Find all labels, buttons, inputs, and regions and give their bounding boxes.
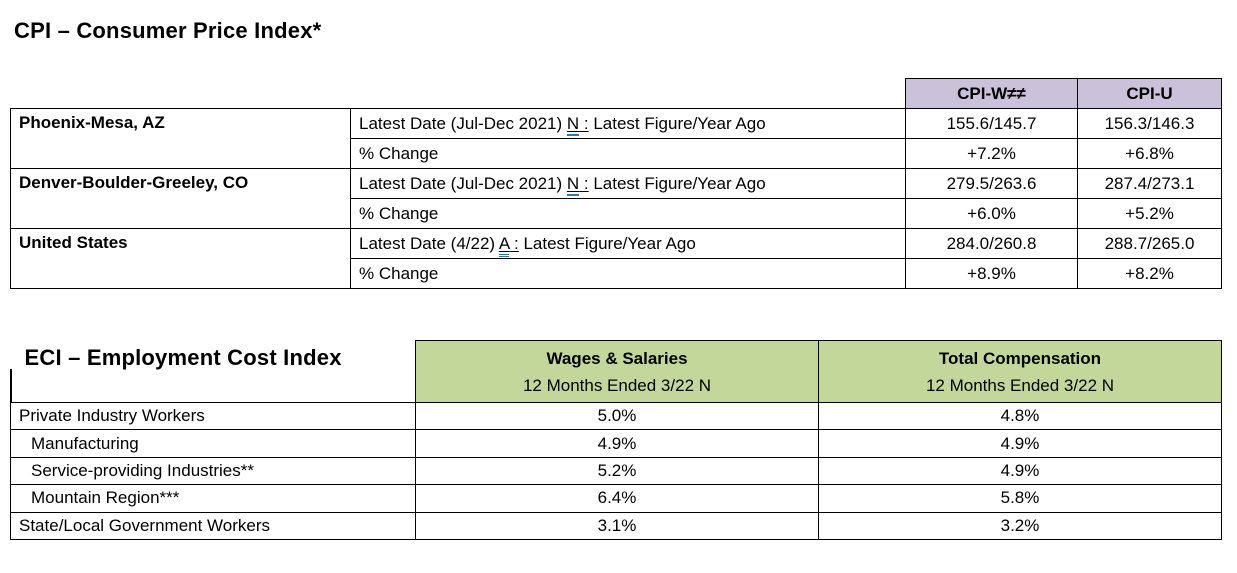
eci-row-label: State/Local Government Workers [10, 511, 416, 540]
region-cell: Phoenix-Mesa, AZ [10, 108, 351, 169]
pct-change-label-cell: % Change [350, 198, 906, 229]
cpi-u-pct-cell: +5.2% [1077, 198, 1222, 229]
wages-value-cell: 4.9% [415, 429, 819, 458]
total-comp-value-cell: 4.9% [818, 429, 1222, 458]
pct-change-label-cell: % Change [350, 258, 906, 289]
total-comp-value-cell: 4.8% [818, 401, 1222, 431]
eci-row: Mountain Region*** 6.4% 5.8% [10, 484, 1222, 513]
total-comp-value-cell: 4.9% [818, 456, 1222, 486]
wages-salaries-header-title: Wages & Salaries [546, 348, 688, 368]
cpi-section-title: CPI – Consumer Price Index* [14, 18, 322, 43]
cpi-row-pct-change: % Change +7.2% +6.8% [11, 138, 1222, 169]
wages-salaries-column-header: Wages & Salaries 12 Months Ended 3/22 N [415, 340, 819, 403]
wages-value-cell: 3.1% [415, 511, 819, 540]
eci-section-title: ECI – Employment Cost Index [24, 344, 342, 370]
marker-colon: : [579, 113, 589, 133]
cpi-w-value-cell: 279.5/263.6 [905, 168, 1078, 199]
marker-letter: A [498, 233, 510, 257]
total-comp-value-cell: 5.8% [818, 484, 1222, 513]
total-compensation-header-subtitle: 12 Months Ended 3/22 N [925, 375, 1115, 395]
total-compensation-header-title: Total Compensation [938, 348, 1102, 368]
cpi-row-pct-change: % Change +8.9% +8.2% [11, 258, 1222, 289]
cpi-u-pct-cell: +8.2% [1077, 258, 1222, 289]
cpi-w-pct-cell: +6.0% [905, 198, 1078, 229]
cpi-u-value-cell: 287.4/273.1 [1077, 168, 1222, 199]
marker-colon: : [509, 233, 519, 253]
eci-row-label: Manufacturing [10, 429, 416, 458]
latest-date-cell: Latest Date (Jul-Dec 2021) N : Latest Fi… [350, 168, 906, 199]
cpi-w-pct-cell: +8.9% [905, 258, 1078, 289]
total-compensation-column-header: Total Compensation 12 Months Ended 3/22 … [818, 340, 1222, 403]
wages-salaries-header-subtitle: 12 Months Ended 3/22 N [522, 375, 712, 395]
latest-date-suffix: Latest Figure/Year Ago [518, 233, 696, 253]
eci-title-cell: ECI – Employment Cost Index [11, 341, 416, 403]
cpi-u-value-cell: 288.7/265.0 [1077, 228, 1222, 259]
cpi-table: CPI-W≠≠ CPI-U Phoenix-Mesa, AZ Latest Da… [10, 78, 1222, 289]
eci-row-label: Service-providing Industries** [10, 456, 416, 486]
pct-change-label-cell: % Change [350, 138, 906, 169]
latest-date-suffix: Latest Figure/Year Ago [588, 113, 766, 133]
eci-row-label: Private Industry Workers [10, 401, 416, 431]
region-cell: United States [10, 228, 351, 289]
latest-date-suffix: Latest Figure/Year Ago [588, 173, 766, 193]
cpi-w-column-header: CPI-W≠≠ [905, 78, 1078, 109]
eci-title-cell-left-border [10, 369, 12, 402]
cpi-row-latest: Denver-Boulder-Greeley, CO Latest Date (… [10, 168, 1222, 229]
marker-colon: : [579, 173, 589, 193]
latest-date-cell: Latest Date (4/22) A : Latest Figure/Yea… [350, 228, 906, 259]
cpi-header-spacer [11, 79, 351, 109]
eci-row: Manufacturing 4.9% 4.9% [10, 429, 1222, 458]
footnote-marker: N : [566, 113, 589, 136]
latest-date-text: Latest Date (Jul-Dec 2021) [359, 173, 567, 193]
cpi-w-value-cell: 284.0/260.8 [905, 228, 1078, 259]
eci-row: Private Industry Workers 5.0% 4.8% [10, 401, 1222, 431]
wages-value-cell: 5.0% [415, 401, 819, 431]
total-comp-value-cell: 3.2% [818, 511, 1222, 540]
wages-value-cell: 6.4% [415, 484, 819, 513]
marker-letter: N [566, 173, 580, 196]
latest-date-text: Latest Date (Jul-Dec 2021) [359, 113, 567, 133]
cpi-row-pct-change: % Change +6.0% +5.2% [11, 198, 1222, 229]
cpi-u-column-header: CPI-U [1077, 78, 1222, 109]
eci-table: ECI – Employment Cost Index Wages & Sala… [10, 340, 1222, 540]
cpi-w-value-cell: 155.6/145.7 [905, 108, 1078, 139]
region-cell: Denver-Boulder-Greeley, CO [10, 168, 351, 229]
cpi-row-latest: Phoenix-Mesa, AZ Latest Date (Jul-Dec 20… [10, 108, 1222, 169]
cpi-row-latest: United States Latest Date (4/22) A : Lat… [10, 228, 1222, 289]
cpi-u-pct-cell: +6.8% [1077, 138, 1222, 169]
latest-date-cell: Latest Date (Jul-Dec 2021) N : Latest Fi… [350, 108, 906, 139]
eci-header-row: ECI – Employment Cost Index Wages & Sala… [11, 340, 1222, 403]
latest-date-text: Latest Date (4/22) [359, 233, 499, 253]
cpi-w-pct-cell: +7.2% [905, 138, 1078, 169]
cpi-u-value-cell: 156.3/146.3 [1077, 108, 1222, 139]
footnote-marker: N : [566, 173, 589, 196]
eci-row: State/Local Government Workers 3.1% 3.2% [10, 511, 1222, 540]
marker-letter: N [566, 113, 580, 136]
eci-row-label: Mountain Region*** [10, 484, 416, 513]
wages-value-cell: 5.2% [415, 456, 819, 486]
footnote-marker: A : [498, 233, 519, 257]
cpi-header-spacer [351, 79, 906, 109]
eci-row: Service-providing Industries** 5.2% 4.9% [10, 456, 1222, 486]
cpi-header-row: CPI-W≠≠ CPI-U [11, 78, 1222, 109]
